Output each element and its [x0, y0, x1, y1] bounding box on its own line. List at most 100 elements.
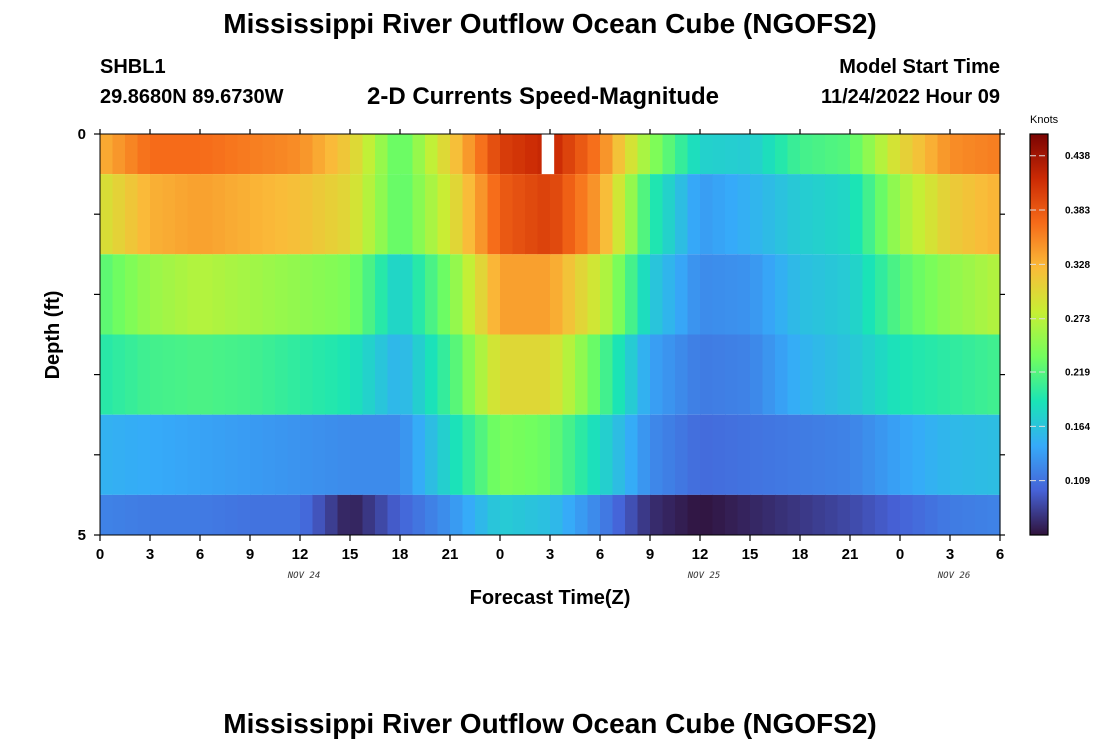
- heatmap-cell-layer-3: [825, 254, 839, 335]
- heatmap-cell-layer-4: [675, 334, 689, 415]
- heatmap-cell-layer-2: [512, 174, 526, 255]
- heatmap-cell-layer-3: [225, 254, 239, 335]
- heatmap-cell-layer-4: [875, 334, 889, 415]
- heatmap-cell-layer-2: [500, 174, 514, 255]
- heatmap-cell-layer-6: [787, 494, 801, 535]
- heatmap-cell-layer-4: [837, 334, 851, 415]
- heatmap-cell-layer-4: [525, 334, 539, 415]
- heatmap-cell-layer-6: [312, 494, 326, 535]
- heatmap-cell-layer-4: [487, 334, 501, 415]
- heatmap-cell-layer-5: [862, 414, 876, 495]
- heatmap-cell-layer-2: [475, 174, 489, 255]
- heatmap-cell-layer-1: [725, 134, 739, 175]
- plot-title: 2-D Currents Speed-Magnitude: [367, 83, 720, 110]
- heatmap-cell-layer-3: [537, 254, 551, 335]
- heatmap-cell-layer-1: [562, 134, 576, 175]
- heatmap-cell-layer-5: [925, 414, 939, 495]
- heatmap-cell-layer-4: [900, 334, 914, 415]
- heatmap-cell-layer-6: [525, 494, 539, 535]
- heatmap-cell-layer-6: [137, 494, 151, 535]
- heatmap-cell-layer-2: [925, 174, 939, 255]
- heatmap-cell-layer-4: [962, 334, 976, 415]
- heatmap-cell-layer-5: [412, 414, 426, 495]
- heatmap-cell-layer-4: [500, 334, 514, 415]
- heatmap-cell-layer-3: [800, 254, 814, 335]
- heatmap-cell-layer-3: [200, 254, 214, 335]
- heatmap-cell-layer-1: [100, 134, 114, 175]
- heatmap-cell-layer-6: [987, 494, 1001, 535]
- heatmap-cell-layer-6: [475, 494, 489, 535]
- heatmap-cell-layer-4: [312, 334, 326, 415]
- x-tick-label: 6: [996, 546, 1004, 563]
- heatmap-cell-layer-1: [662, 134, 676, 175]
- heatmap-cell-layer-3: [412, 254, 426, 335]
- x-tick-label: 0: [896, 546, 904, 563]
- heatmap-cell-layer-2: [287, 174, 301, 255]
- colorbar-tick-label: 0.383: [1065, 206, 1090, 217]
- heatmap-cell-layer-3: [175, 254, 189, 335]
- heatmap-cell-layer-4: [112, 334, 126, 415]
- heatmap-cell-layer-4: [950, 334, 964, 415]
- heatmap-cell-layer-4: [587, 334, 601, 415]
- heatmap-cell-layer-4: [925, 334, 939, 415]
- heatmap-cell-layer-4: [762, 334, 776, 415]
- heatmap-cell-layer-6: [612, 494, 626, 535]
- heatmap-cell-layer-6: [462, 494, 476, 535]
- heatmap-cell-layer-5: [337, 414, 351, 495]
- heatmap-cell-layer-6: [512, 494, 526, 535]
- heatmap-cell-layer-6: [287, 494, 301, 535]
- heatmap-cell-layer-1: [600, 134, 614, 175]
- heatmap-cell-layer-1: [675, 134, 689, 175]
- heatmap-cell-layer-5: [712, 414, 726, 495]
- heatmap-cell-layer-4: [187, 334, 201, 415]
- heatmap-cell-layer-2: [725, 174, 739, 255]
- heatmap-cell-layer-6: [675, 494, 689, 535]
- heatmap-cell-layer-5: [112, 414, 126, 495]
- heatmap-cell-layer-3: [600, 254, 614, 335]
- colorbar-tick-label: 0.273: [1065, 314, 1090, 325]
- heatmap-cell-layer-5: [662, 414, 676, 495]
- heatmap-cell-layer-3: [787, 254, 801, 335]
- heatmap-cell-layer-3: [187, 254, 201, 335]
- heatmap-cell-layer-2: [887, 174, 901, 255]
- heatmap-cell-layer-1: [162, 134, 176, 175]
- heatmap-cell-layer-2: [600, 174, 614, 255]
- heatmap-cell-layer-1: [412, 134, 426, 175]
- heatmap-cell-layer-2: [675, 174, 689, 255]
- heatmap-cell-layer-5: [575, 414, 589, 495]
- heatmap-cell-layer-1: [912, 134, 926, 175]
- heatmap-cell-layer-3: [237, 254, 251, 335]
- heatmap-cell-layer-1: [275, 134, 289, 175]
- x-tick-label: 21: [842, 546, 859, 563]
- heatmap-cell-layer-3: [950, 254, 964, 335]
- heatmap-cell-layer-3: [987, 254, 1001, 335]
- heatmap-cell-layer-3: [162, 254, 176, 335]
- heatmap-cell-layer-2: [525, 174, 539, 255]
- heatmap-cell-layer-6: [375, 494, 389, 535]
- heatmap-cell-layer-4: [800, 334, 814, 415]
- heatmap-cell-layer-2: [825, 174, 839, 255]
- heatmap-cell-layer-6: [662, 494, 676, 535]
- heatmap-cell-layer-4: [850, 334, 864, 415]
- heatmap-cell-layer-4: [387, 334, 401, 415]
- heatmap-cell-layer-6: [700, 494, 714, 535]
- heatmap-cell-layer-1: [262, 134, 276, 175]
- heatmap-cell-layer-4: [700, 334, 714, 415]
- heatmap-cell-layer-1: [625, 134, 639, 175]
- heatmap-cell-layer-5: [875, 414, 889, 495]
- heatmap-cell-layer-2: [837, 174, 851, 255]
- heatmap-cell-layer-3: [625, 254, 639, 335]
- heatmap-cell-layer-5: [137, 414, 151, 495]
- heatmap-cell-layer-3: [325, 254, 339, 335]
- plot-axes: 0 3 6 9 12 15 18 21 0 3 6 9 12 15 18 21 0 3 6 NOV 24 NOV 25 N…: [78, 126, 1005, 581]
- heatmap-cell-layer-4: [662, 334, 676, 415]
- heatmap-cell-layer-6: [912, 494, 926, 535]
- heatmap-cell-layer-2: [950, 174, 964, 255]
- heatmap-cell-layer-1: [112, 134, 126, 175]
- heatmap-cell-layer-4: [200, 334, 214, 415]
- heatmap-cell-layer-2: [575, 174, 589, 255]
- heatmap-cell-layer-2: [150, 174, 164, 255]
- heatmap-cell-layer-3: [512, 254, 526, 335]
- heatmap-cell-layer-6: [937, 494, 951, 535]
- colorbar-units-label: Knots: [1030, 114, 1059, 126]
